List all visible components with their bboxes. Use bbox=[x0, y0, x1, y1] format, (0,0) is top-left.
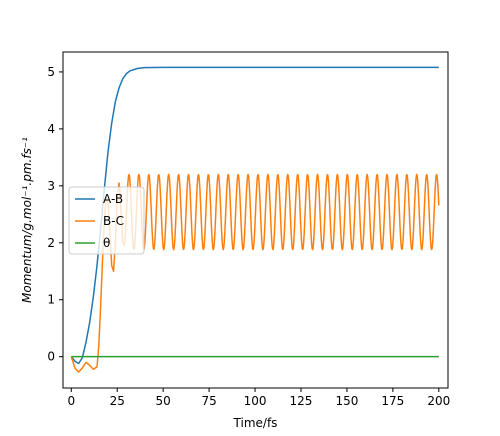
y-axis-ticks: 0 1 2 3 4 5 bbox=[47, 65, 63, 364]
legend: A-B B-C θ bbox=[68, 186, 145, 255]
x-axis-ticks: 0 25 50 75 100 125 150 175 200 bbox=[67, 388, 450, 408]
x-axis-label: Time/fs bbox=[233, 416, 278, 430]
x-tick-label: 150 bbox=[335, 394, 358, 408]
plot-lines bbox=[70, 66, 440, 373]
x-tick-label: 175 bbox=[381, 394, 404, 408]
x-tick-label: 50 bbox=[156, 394, 171, 408]
y-tick-label: 0 bbox=[47, 350, 55, 364]
series-line-1 bbox=[70, 66, 439, 365]
x-tick-label: 125 bbox=[290, 394, 313, 408]
legend-label-1: A-B bbox=[103, 192, 123, 206]
x-tick-label: 75 bbox=[201, 394, 216, 408]
y-tick-label: 2 bbox=[47, 236, 55, 250]
x-tick-label: 100 bbox=[244, 394, 267, 408]
x-tick-label: 25 bbox=[110, 394, 125, 408]
y-tick-label: 3 bbox=[47, 179, 55, 193]
legend-label-3: θ bbox=[103, 236, 110, 250]
legend-label-2: B-C bbox=[103, 214, 124, 228]
x-tick-label: 0 bbox=[67, 394, 75, 408]
y-axis-label: Momentum/g.mol⁻¹.pm.fs⁻¹ bbox=[20, 137, 34, 303]
y-tick-label: 5 bbox=[47, 65, 55, 79]
y-tick-label: 4 bbox=[47, 122, 55, 136]
x-tick-label: 200 bbox=[427, 394, 450, 408]
y-tick-label: 1 bbox=[47, 293, 55, 307]
legend-box bbox=[68, 186, 145, 255]
series-line-2 bbox=[70, 173, 440, 373]
